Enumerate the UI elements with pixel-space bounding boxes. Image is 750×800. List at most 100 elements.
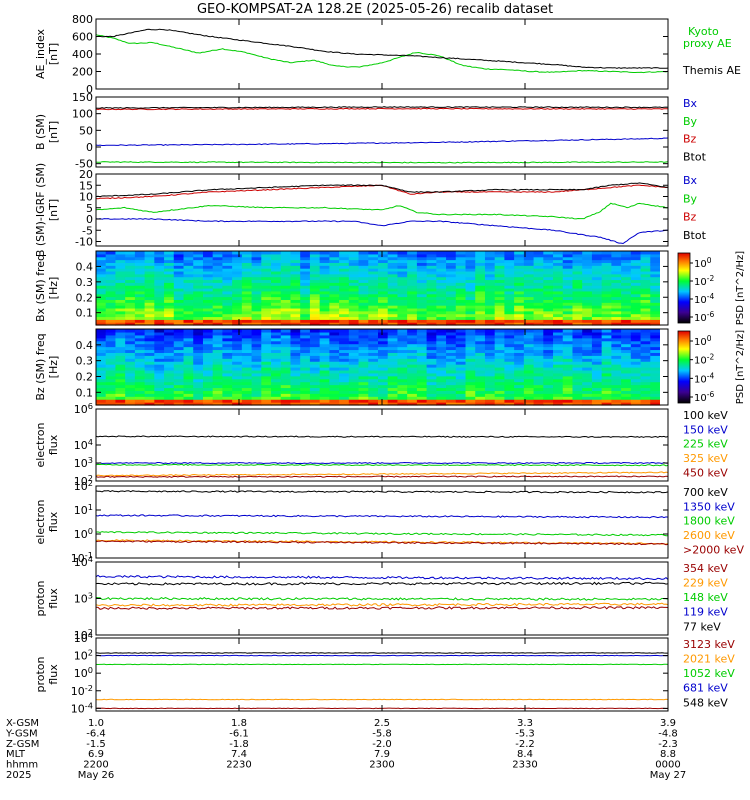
heatmap-cell bbox=[378, 390, 389, 394]
heatmap-cell bbox=[621, 268, 632, 272]
heatmap-cell bbox=[232, 276, 243, 281]
heatmap-cell bbox=[494, 384, 506, 389]
heatmap-cell bbox=[348, 316, 360, 320]
heatmap-cell bbox=[319, 259, 330, 263]
heatmap-cell bbox=[348, 296, 360, 300]
heatmap-cell bbox=[514, 305, 525, 309]
heatmap-cell bbox=[514, 282, 525, 286]
heatmap-cell bbox=[319, 396, 330, 400]
heatmap-cell bbox=[553, 319, 564, 323]
heatmap-cell bbox=[553, 322, 564, 326]
y-tick-label: 20 bbox=[79, 168, 93, 181]
heatmap-cell bbox=[504, 270, 515, 275]
legend-entry: By bbox=[683, 115, 698, 128]
heatmap-cell bbox=[475, 399, 486, 403]
heatmap-cell bbox=[562, 296, 574, 300]
heatmap-cell bbox=[446, 343, 457, 348]
heatmap-cell bbox=[173, 329, 185, 333]
heatmap-cell bbox=[300, 319, 311, 323]
heatmap-cell bbox=[329, 399, 340, 403]
heatmap-cell bbox=[514, 265, 525, 269]
y-tick-label: 0.1 bbox=[76, 307, 94, 320]
heatmap-cell bbox=[553, 402, 564, 406]
heatmap-cell bbox=[514, 331, 525, 336]
heatmap-cell bbox=[582, 282, 593, 286]
heatmap-cell bbox=[378, 285, 389, 289]
panel-frame bbox=[95, 18, 669, 90]
heatmap-cell bbox=[339, 329, 350, 333]
heatmap-cell bbox=[212, 372, 224, 377]
panel-frame bbox=[95, 485, 669, 559]
heatmap-cell bbox=[465, 352, 476, 356]
heatmap-cell bbox=[591, 313, 603, 318]
heatmap-cell bbox=[397, 334, 408, 339]
heatmap-cell bbox=[154, 322, 165, 326]
heatmap-cell bbox=[183, 396, 194, 400]
heatmap-cell bbox=[164, 378, 175, 383]
heatmap-cell bbox=[523, 384, 535, 389]
heatmap-cell bbox=[387, 375, 399, 380]
heatmap-cell bbox=[125, 313, 136, 318]
heatmap-cell bbox=[125, 285, 136, 289]
heatmap-cell bbox=[251, 358, 262, 362]
heatmap-cell bbox=[154, 367, 165, 371]
colorbar-label-group: PSD [nT^2/Hz] bbox=[735, 251, 746, 325]
heatmap-cell bbox=[553, 364, 564, 368]
orbit-cell: -6.4 bbox=[86, 728, 106, 739]
heatmap-cell bbox=[154, 361, 165, 365]
heatmap-cell bbox=[455, 282, 467, 286]
heatmap-cell bbox=[193, 313, 204, 318]
heatmap-cell bbox=[144, 378, 155, 383]
heatmap-cell bbox=[630, 358, 642, 362]
heatmap-cell bbox=[621, 381, 632, 386]
heatmap-cell bbox=[261, 364, 272, 368]
heatmap-cell bbox=[232, 352, 243, 356]
y-tick-label: -50 bbox=[75, 158, 93, 171]
heatmap-cell bbox=[504, 253, 515, 258]
heatmap-cell bbox=[484, 270, 496, 275]
heatmap-cell bbox=[280, 259, 292, 263]
heatmap-cell bbox=[319, 307, 330, 312]
colorbar-label: PSD [nT^2/Hz] bbox=[735, 251, 746, 325]
heatmap-cell bbox=[650, 399, 661, 403]
heatmap-cell bbox=[212, 262, 224, 266]
heatmap-cell bbox=[446, 322, 457, 326]
heatmap-cell bbox=[164, 381, 175, 386]
heatmap-cell bbox=[407, 313, 418, 318]
heatmap-cell bbox=[144, 364, 155, 368]
heatmap-cell bbox=[115, 381, 126, 386]
heatmap-cell bbox=[319, 288, 330, 292]
heatmap-cell bbox=[368, 402, 379, 406]
heatmap-cell bbox=[96, 364, 107, 368]
heatmap-cell bbox=[300, 367, 311, 371]
heatmap-cell bbox=[455, 329, 467, 333]
heatmap-cell bbox=[407, 337, 418, 342]
heatmap-cell bbox=[504, 288, 515, 292]
heatmap-cell bbox=[164, 305, 175, 309]
heatmap-cell bbox=[426, 319, 437, 323]
series-line-1800-kev bbox=[96, 531, 668, 537]
heatmap-cell bbox=[358, 375, 369, 380]
heatmap-cell bbox=[339, 265, 350, 269]
heatmap-cell bbox=[650, 364, 661, 368]
heatmap-cell bbox=[523, 305, 535, 309]
heatmap-cell bbox=[650, 285, 661, 289]
heatmap-cell bbox=[212, 256, 224, 261]
heatmap-cell bbox=[484, 396, 496, 400]
heatmap-cell bbox=[339, 259, 350, 263]
heatmap-cell bbox=[105, 387, 117, 391]
heatmap-cell bbox=[271, 396, 282, 400]
heatmap-cell bbox=[348, 302, 360, 306]
heatmap-cell bbox=[504, 310, 515, 315]
heatmap-cell bbox=[611, 375, 622, 380]
heatmap-cell bbox=[455, 262, 467, 266]
heatmap-cell bbox=[630, 293, 642, 298]
heatmap-cell bbox=[339, 393, 350, 397]
heatmap-cell bbox=[115, 285, 126, 289]
heatmap-cell bbox=[553, 352, 564, 356]
heatmap-cell bbox=[523, 319, 535, 323]
heatmap-cell bbox=[193, 343, 204, 348]
heatmap-cell bbox=[572, 369, 583, 374]
heatmap-cell bbox=[232, 299, 243, 303]
